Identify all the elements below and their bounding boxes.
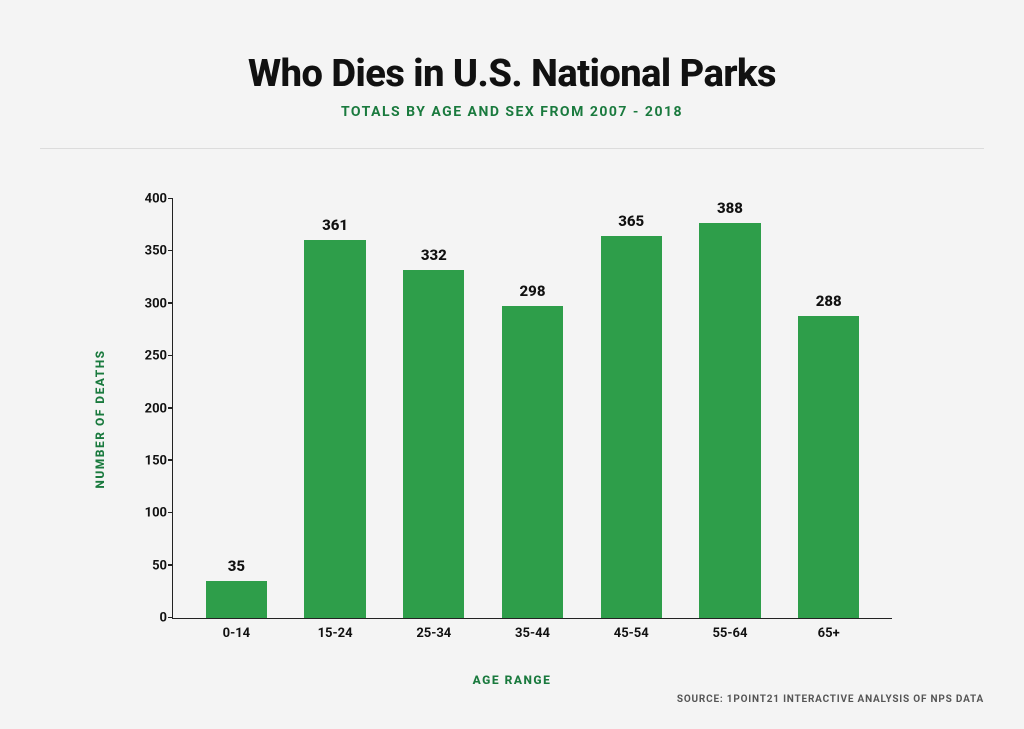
bar <box>699 223 760 618</box>
page: Who Dies in U.S. National Parks TOTALS B… <box>0 0 1024 729</box>
bar-value-label: 388 <box>717 199 743 217</box>
chart-title: Who Dies in U.S. National Parks <box>40 52 984 96</box>
bars-container: 350-1436115-2433225-3429835-4436545-5438… <box>173 199 892 618</box>
bar <box>798 316 859 618</box>
bar <box>502 306 563 618</box>
bar-slot: 38855-64 <box>681 199 780 618</box>
bar-value-label: 35 <box>228 557 245 575</box>
y-tick-label: 200 <box>133 401 167 416</box>
bar-slot: 33225-34 <box>384 199 483 618</box>
chart-area: NUMBER OF DEATHS AGE RANGE 350-1436115-2… <box>122 189 902 649</box>
x-tick-label: 45-54 <box>614 626 649 641</box>
bar <box>403 270 464 618</box>
y-tick-label: 400 <box>133 192 167 207</box>
y-tick-label: 100 <box>133 506 167 521</box>
y-tick-label: 50 <box>133 558 167 573</box>
x-tick-label: 0-14 <box>223 626 251 641</box>
source-attribution: SOURCE: 1POINT21 INTERACTIVE ANALYSIS OF… <box>677 694 984 705</box>
y-tick-mark <box>168 564 173 566</box>
bar-value-label: 365 <box>618 212 644 230</box>
y-tick-label: 250 <box>133 349 167 364</box>
bar-slot: 28865+ <box>779 199 878 618</box>
y-tick-mark <box>168 512 173 514</box>
y-tick-mark <box>168 617 173 619</box>
x-axis-label: AGE RANGE <box>473 673 552 687</box>
bar-slot: 36545-54 <box>582 199 681 618</box>
plot-region: 350-1436115-2433225-3429835-4436545-5438… <box>172 199 892 619</box>
bar-slot: 36115-24 <box>286 199 385 618</box>
x-tick-label: 65+ <box>818 626 840 641</box>
y-tick-label: 0 <box>133 611 167 626</box>
bar-slot: 29835-44 <box>483 199 582 618</box>
x-tick-label: 35-44 <box>515 626 550 641</box>
y-tick-mark <box>168 302 173 304</box>
bar-value-label: 332 <box>421 246 447 264</box>
y-tick-mark <box>168 459 173 461</box>
bar <box>206 581 267 618</box>
bar <box>304 240 365 618</box>
y-tick-mark <box>168 250 173 252</box>
bar-value-label: 288 <box>816 292 842 310</box>
bar-value-label: 298 <box>520 282 546 300</box>
x-tick-label: 55-64 <box>712 626 747 641</box>
chart-subtitle: TOTALS BY AGE AND SEX FROM 2007 - 2018 <box>40 104 984 120</box>
y-tick-label: 150 <box>133 453 167 468</box>
y-tick-mark <box>168 407 173 409</box>
y-tick-mark <box>168 355 173 357</box>
x-tick-label: 15-24 <box>318 626 353 641</box>
bar <box>601 236 662 618</box>
bar-value-label: 361 <box>322 216 348 234</box>
y-axis-label: NUMBER OF DEATHS <box>93 349 107 488</box>
bar-slot: 350-14 <box>187 199 286 618</box>
divider <box>40 148 984 149</box>
y-tick-label: 350 <box>133 244 167 259</box>
y-tick-mark <box>168 198 173 200</box>
x-tick-label: 25-34 <box>416 626 451 641</box>
y-tick-label: 300 <box>133 296 167 311</box>
